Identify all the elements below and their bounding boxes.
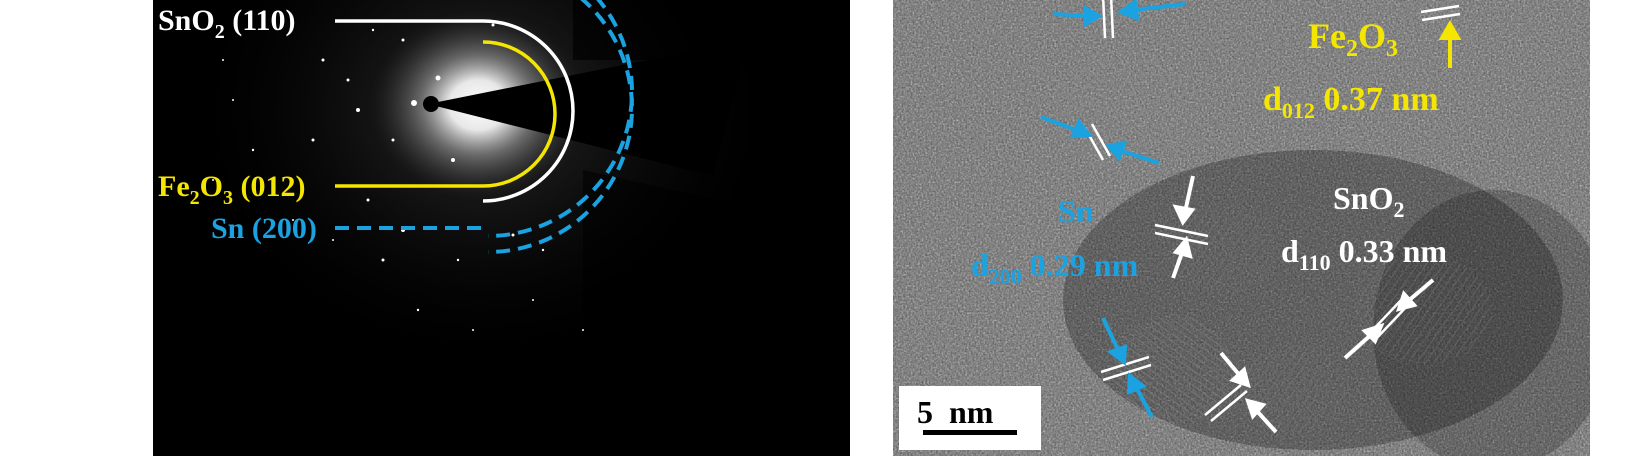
lattice-markers [1083, 0, 1461, 422]
sn-200-label: Sn (200) [211, 212, 317, 245]
fe2o3-ring [335, 40, 557, 188]
hrtem-image: Fe2O3 d012 0.37 nm Sn d200 0.29 nm SnO2 … [893, 0, 1590, 456]
sno2-d110-label: d110 0.33 nm [1281, 233, 1447, 275]
sn-ring-arc-outer [487, 0, 634, 238]
scale-bar-label: 5 nm [917, 394, 994, 430]
sno2-label: SnO2 [1333, 180, 1404, 222]
sno2-110-label: SnO2 (110) [158, 4, 296, 43]
fe2o3-012-label: Fe2O3 (012) [158, 170, 305, 209]
scale-bar: 5 nm [899, 386, 1041, 450]
sno2-ring [335, 19, 575, 203]
arrows [1040, 0, 1462, 434]
sn-label: Sn [1058, 193, 1094, 229]
hrtem-image-panel: Fe2O3 d012 0.37 nm Sn d200 0.29 nm SnO2 … [893, 0, 1590, 456]
sn-d200-label: d200 0.29 nm [971, 247, 1139, 289]
fe2o3-label: Fe2O3 [1308, 16, 1398, 62]
saed-image: SnO2 (110) Fe2O3 (012) Sn (200) [158, 0, 850, 456]
sn-ring-arc-outer2 [487, 0, 634, 254]
beam-stopper [428, 40, 748, 176]
saed-pattern-panel: SnO2 (110) Fe2O3 (012) Sn (200) [153, 0, 850, 456]
fe2o3-d012-label: d012 0.37 nm [1263, 81, 1439, 123]
